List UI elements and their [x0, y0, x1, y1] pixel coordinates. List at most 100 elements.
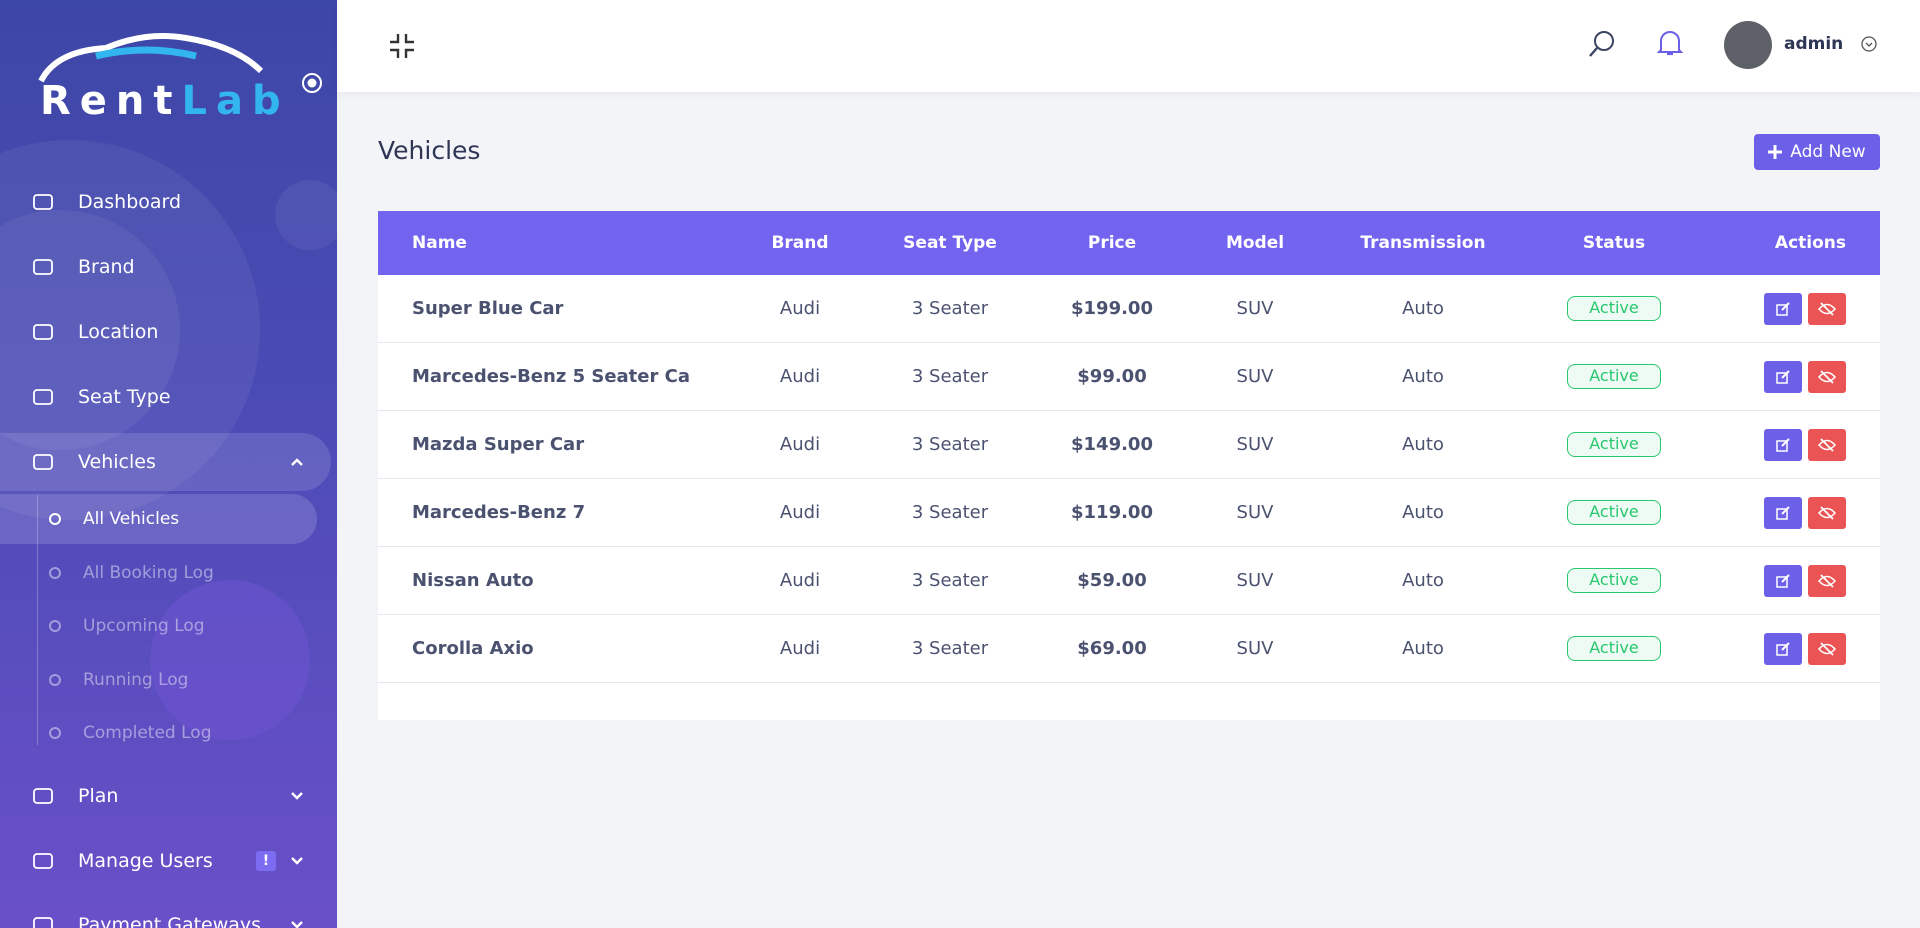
menu-item[interactable]: Vehicles [0, 433, 331, 491]
column-header: Price [1087, 233, 1137, 253]
pin-toggle[interactable] [301, 72, 323, 94]
status-badge: Active [1567, 500, 1661, 525]
button-label: Add New [1790, 142, 1866, 162]
column-header: Name [412, 233, 467, 253]
menu-item[interactable]: Plan [0, 767, 331, 825]
status-badge: Active [1567, 432, 1661, 457]
table-row: Marcedes-Benz 5 Seater Ca Audi 3 Seater $99… [378, 343, 1880, 411]
menu-item[interactable]: Payment Gateways [0, 896, 331, 928]
avatar[interactable] [1724, 21, 1772, 69]
actions-cell [1688, 564, 1880, 597]
table-row: Marcedes-Benz 7 Audi 3 Seater $119.00 SUV Aut… [378, 479, 1880, 547]
cell: Super Blue Car [412, 298, 564, 319]
add-new-button[interactable]: Add New [1754, 134, 1880, 170]
user-dropdown[interactable] [1861, 36, 1877, 52]
cell: SUV [1236, 366, 1274, 387]
status-badge: Active [1567, 364, 1661, 389]
cell: 3 Seater [911, 570, 989, 591]
hide-button[interactable] [1808, 496, 1846, 529]
chevron [291, 857, 303, 865]
submenu-label: Completed Log [83, 723, 212, 743]
user-name[interactable]: admin [1784, 34, 1844, 54]
menu-item[interactable]: Location [0, 303, 331, 361]
submenu-label: All Booking Log [83, 562, 214, 583]
status-cell: Active [1540, 364, 1688, 389]
sidebar: RentLab Dashboard Brand Location Seat Type V… [0, 0, 337, 928]
edit-icon [1776, 301, 1790, 316]
hide-button[interactable] [1808, 292, 1846, 325]
plus-icon [1768, 145, 1783, 159]
hide-button[interactable] [1808, 632, 1846, 665]
actions [1764, 632, 1846, 665]
table-row: Super Blue Car Audi 3 Seater $199.00 SUV Auto… [378, 275, 1880, 343]
cell: $149.00 [1071, 434, 1153, 455]
hide-icon [1818, 641, 1836, 656]
cell: Corolla Axio [412, 638, 534, 659]
submenu-item[interactable]: Completed Log [0, 708, 317, 758]
menu-icon [33, 454, 53, 470]
hide-icon [1818, 437, 1836, 452]
menu-label: Vehicles [78, 451, 156, 473]
submenu-label: Running Log [83, 669, 189, 690]
menu-icon [33, 853, 53, 869]
actions [1764, 496, 1846, 529]
menu-label: Seat Type [78, 386, 171, 408]
edit-icon [1776, 573, 1790, 588]
status-cell: Active [1540, 296, 1688, 321]
column-header: Brand [771, 233, 829, 253]
hide-button[interactable] [1808, 564, 1846, 597]
menu-badge: ! [256, 851, 276, 871]
cell: Marcedes-Benz 7 [412, 502, 586, 523]
cell: 3 Seater [911, 502, 989, 523]
hide-button[interactable] [1808, 360, 1846, 393]
hide-icon [1818, 573, 1836, 588]
hide-icon [1818, 301, 1836, 316]
status-cell: Active [1540, 568, 1688, 593]
search-icon[interactable] [1588, 30, 1616, 58]
cell: Marcedes-Benz 5 Seater Ca [412, 366, 690, 387]
menu-item[interactable]: Brand [0, 238, 331, 296]
menu-icon [33, 788, 53, 804]
cell: Auto [1402, 434, 1444, 455]
logo-car [38, 32, 264, 83]
menu-item[interactable]: Seat Type [0, 368, 331, 426]
submenu-item[interactable]: All Booking Log [0, 548, 317, 598]
edit-button[interactable] [1764, 496, 1802, 529]
edit-button[interactable] [1764, 360, 1802, 393]
status-cell: Active [1540, 432, 1688, 457]
hide-icon [1818, 505, 1836, 520]
submenu-item[interactable]: Running Log [0, 655, 317, 705]
menu-label: Plan [78, 785, 119, 807]
actions [1764, 292, 1846, 325]
cell: Audi [779, 502, 821, 523]
column-header: Seat Type [903, 233, 997, 253]
cell: Auto [1402, 298, 1444, 319]
cell: 3 Seater [911, 434, 989, 455]
table-row: Mazda Super Car Audi 3 Seater $149.00 SUV Aut… [378, 411, 1880, 479]
bell-icon[interactable] [1657, 28, 1683, 58]
edit-button[interactable] [1764, 632, 1802, 665]
menu-item[interactable]: Manage Users! [0, 832, 331, 890]
menu-item[interactable]: Dashboard [0, 173, 331, 231]
edit-button[interactable] [1764, 292, 1802, 325]
submenu-item[interactable]: All Vehicles [0, 494, 317, 544]
edit-button[interactable] [1764, 564, 1802, 597]
submenu-item[interactable]: Upcoming Log [0, 601, 317, 651]
cell: $119.00 [1071, 502, 1153, 523]
bullet [49, 566, 61, 579]
edit-button[interactable] [1764, 428, 1802, 461]
menu-label: Location [78, 321, 159, 343]
chevron [291, 458, 303, 466]
hide-button[interactable] [1808, 428, 1846, 461]
table-row: Corolla Axio Audi 3 Seater $69.00 SUV Auto Act… [378, 615, 1880, 683]
edit-icon [1776, 437, 1790, 452]
actions [1764, 564, 1846, 597]
bullet [49, 673, 61, 686]
menu-icon [33, 389, 53, 405]
logo-text: Rent [40, 78, 182, 124]
cell: Audi [779, 366, 821, 387]
edit-icon [1776, 369, 1790, 384]
collapse-icon[interactable] [389, 33, 415, 59]
bullet [49, 727, 61, 739]
